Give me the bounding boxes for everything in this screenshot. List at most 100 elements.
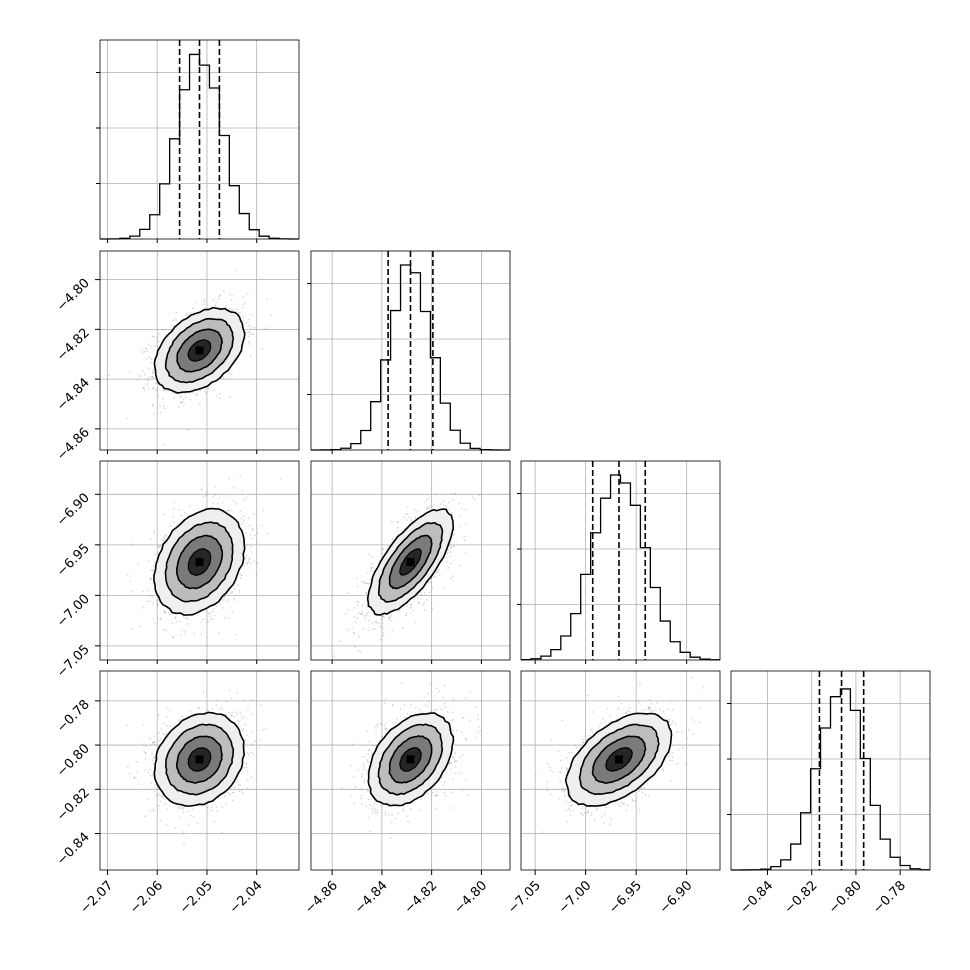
scatter-point (351, 627, 353, 629)
scatter-point (147, 387, 150, 390)
scatter-point (699, 707, 701, 710)
scatter-point (383, 702, 386, 705)
scatter-point (367, 753, 369, 756)
scatter-point (253, 534, 256, 537)
scatter-point (447, 549, 450, 551)
scatter-point (178, 720, 180, 722)
scatter-point (380, 723, 383, 726)
scatter-point (550, 769, 552, 772)
scatter-point (255, 563, 258, 565)
contour-line (388, 534, 433, 590)
scatter-point (420, 798, 423, 800)
scatter-point (239, 510, 242, 513)
scatter-point (202, 618, 204, 621)
scatter-point (379, 625, 382, 628)
scatter-point (181, 401, 184, 403)
scatter-point (606, 708, 609, 710)
scatter-point (436, 572, 439, 574)
scatter-point (568, 751, 570, 754)
scatter-point (149, 737, 151, 740)
scatter-point (222, 377, 225, 380)
scatter-point (207, 491, 209, 494)
scatter-point (459, 565, 461, 567)
scatter-point (463, 539, 466, 542)
scatter-point (624, 711, 627, 714)
scatter-point (241, 792, 244, 794)
scatter-point (196, 393, 198, 396)
scatter-point (146, 350, 148, 353)
scatter-point (146, 600, 149, 602)
scatter-point (397, 520, 400, 523)
scatter-point (396, 718, 398, 720)
scatter-point (374, 800, 376, 803)
scatter-point (557, 750, 560, 753)
scatter-point (433, 576, 435, 578)
scatter-point (245, 763, 248, 765)
scatter-point (153, 810, 155, 812)
scatter-point (241, 521, 244, 524)
panel-p2-vs-p1 (310, 460, 511, 661)
panel-content (311, 461, 510, 660)
x-tick-label: −2.07 (78, 878, 117, 917)
scatter-point (558, 797, 560, 800)
scatter-point (211, 806, 213, 808)
scatter-point (185, 314, 187, 317)
scatter-point (382, 615, 385, 617)
scatter-point (601, 815, 603, 817)
scatter-point (248, 525, 251, 527)
scatter-point (229, 717, 231, 720)
scatter-point (218, 497, 220, 499)
scatter-point (198, 707, 200, 709)
scatter-point (676, 730, 678, 733)
scatter-point (347, 608, 350, 611)
scatter-point (205, 494, 207, 497)
scatter-point (151, 404, 154, 407)
scatter-point (133, 777, 135, 779)
scatter-point (242, 728, 244, 731)
scatter-point (153, 376, 155, 379)
panel-p3-vs-p0 (99, 670, 300, 871)
contour-line (153, 711, 246, 807)
scatter-point (248, 557, 251, 560)
scatter-point (145, 348, 147, 350)
scatter-point (477, 718, 479, 720)
scatter-point (221, 598, 224, 600)
scatter-point (153, 743, 156, 746)
panel-content (311, 671, 510, 870)
scatter-point (227, 598, 229, 601)
scatter-point (576, 747, 578, 749)
scatter-point (370, 753, 373, 756)
scatter-point (253, 560, 256, 562)
scatter-point (424, 501, 427, 504)
scatter-point (384, 811, 387, 814)
scatter-point (148, 594, 151, 597)
scatter-point (450, 562, 452, 565)
scatter-point (260, 524, 263, 527)
scatter-point (237, 719, 239, 722)
scatter-point (412, 609, 415, 612)
scatter-point (589, 734, 591, 737)
scatter-point (149, 768, 151, 771)
scatter-point (681, 731, 683, 733)
scatter-point (569, 814, 572, 816)
scatter-point (354, 786, 357, 788)
scatter-point (458, 502, 460, 505)
scatter-point (241, 717, 243, 720)
scatter-point (175, 317, 177, 320)
scatter-point (665, 718, 668, 721)
scatter-point (177, 509, 180, 511)
scatter-point (436, 791, 438, 793)
scatter-point (163, 628, 165, 631)
scatter-point (414, 516, 417, 518)
scatter-point (150, 376, 153, 378)
scatter-point (211, 708, 213, 711)
scatter-point (181, 808, 184, 811)
scatter-point (395, 721, 397, 724)
scatter-point (422, 603, 424, 606)
scatter-point (453, 533, 456, 535)
scatter-point (246, 779, 249, 781)
scatter-point (447, 501, 450, 504)
scatter-point (363, 782, 365, 784)
scatter-point (250, 327, 253, 329)
scatter-point (364, 617, 366, 619)
